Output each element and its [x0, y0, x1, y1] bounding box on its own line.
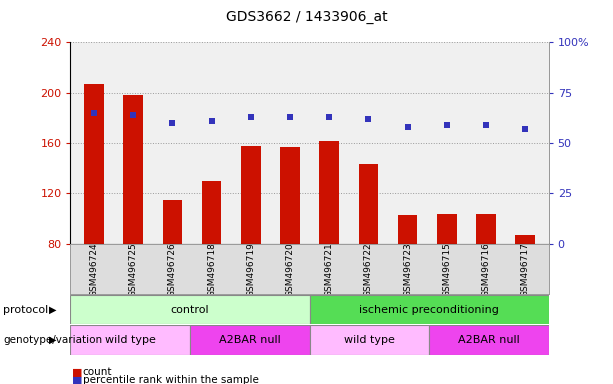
- Bar: [429, 325, 549, 355]
- Text: A2BAR null: A2BAR null: [458, 335, 520, 345]
- Text: A2BAR null: A2BAR null: [219, 335, 281, 345]
- Text: wild type: wild type: [344, 335, 395, 345]
- Text: ▶: ▶: [49, 335, 56, 345]
- Bar: [476, 214, 496, 244]
- Bar: [319, 141, 339, 244]
- Bar: [516, 235, 535, 244]
- Bar: [241, 146, 261, 244]
- Text: GDS3662 / 1433906_at: GDS3662 / 1433906_at: [226, 10, 387, 23]
- Bar: [280, 147, 300, 244]
- Text: protocol: protocol: [3, 305, 48, 314]
- Text: ■: ■: [72, 375, 83, 384]
- Bar: [70, 295, 310, 324]
- Bar: [202, 181, 221, 244]
- Bar: [70, 325, 190, 355]
- Bar: [310, 295, 549, 324]
- Text: ischemic preconditioning: ischemic preconditioning: [359, 305, 499, 314]
- Text: genotype/variation: genotype/variation: [3, 335, 102, 345]
- Text: count: count: [83, 367, 112, 377]
- Text: control: control: [170, 305, 210, 314]
- Bar: [359, 164, 378, 244]
- Bar: [437, 214, 457, 244]
- Bar: [123, 95, 143, 244]
- Text: ■: ■: [72, 367, 83, 377]
- Bar: [190, 325, 310, 355]
- Bar: [310, 325, 429, 355]
- Bar: [84, 84, 104, 244]
- Text: percentile rank within the sample: percentile rank within the sample: [83, 375, 259, 384]
- Bar: [162, 200, 182, 244]
- Text: wild type: wild type: [105, 335, 156, 345]
- Bar: [398, 215, 417, 244]
- Text: ▶: ▶: [49, 305, 56, 314]
